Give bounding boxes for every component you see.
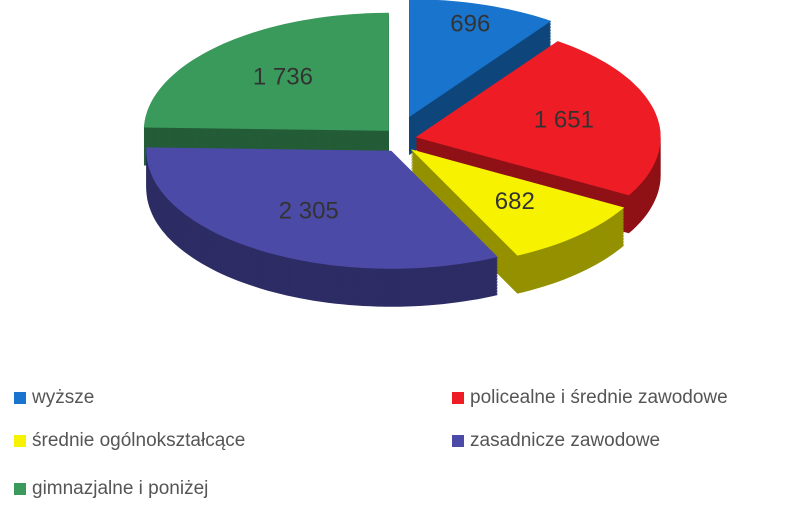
slice-top: [409, 0, 552, 118]
legend-label: gimnazjalne i poniżej: [32, 478, 208, 499]
data-label: 2 305: [279, 198, 339, 225]
legend-label: wyższe: [31, 387, 94, 408]
slice: [415, 41, 661, 234]
data-label: 696: [450, 10, 490, 37]
data-label: 1 651: [534, 107, 594, 134]
slice-top: [146, 147, 498, 269]
slice: [143, 12, 389, 169]
legend-swatch: [452, 435, 464, 447]
legend-swatch: [14, 392, 26, 404]
data-label: 682: [495, 188, 535, 215]
legend-label: zasadnicze zawodowe: [470, 430, 660, 451]
legend-swatch: [14, 483, 26, 495]
legend-swatch: [452, 392, 464, 404]
slice: [146, 147, 498, 307]
legend-label: policealne i średnie zawodowe: [470, 387, 728, 408]
slice-top: [410, 149, 625, 256]
slice: [410, 149, 625, 294]
legend-swatch: [14, 435, 26, 447]
slice-top: [143, 12, 389, 131]
slice-top: [415, 41, 661, 196]
legend-label: średnie ogólnokształcące: [32, 430, 245, 451]
data-label: 1 736: [253, 64, 313, 91]
